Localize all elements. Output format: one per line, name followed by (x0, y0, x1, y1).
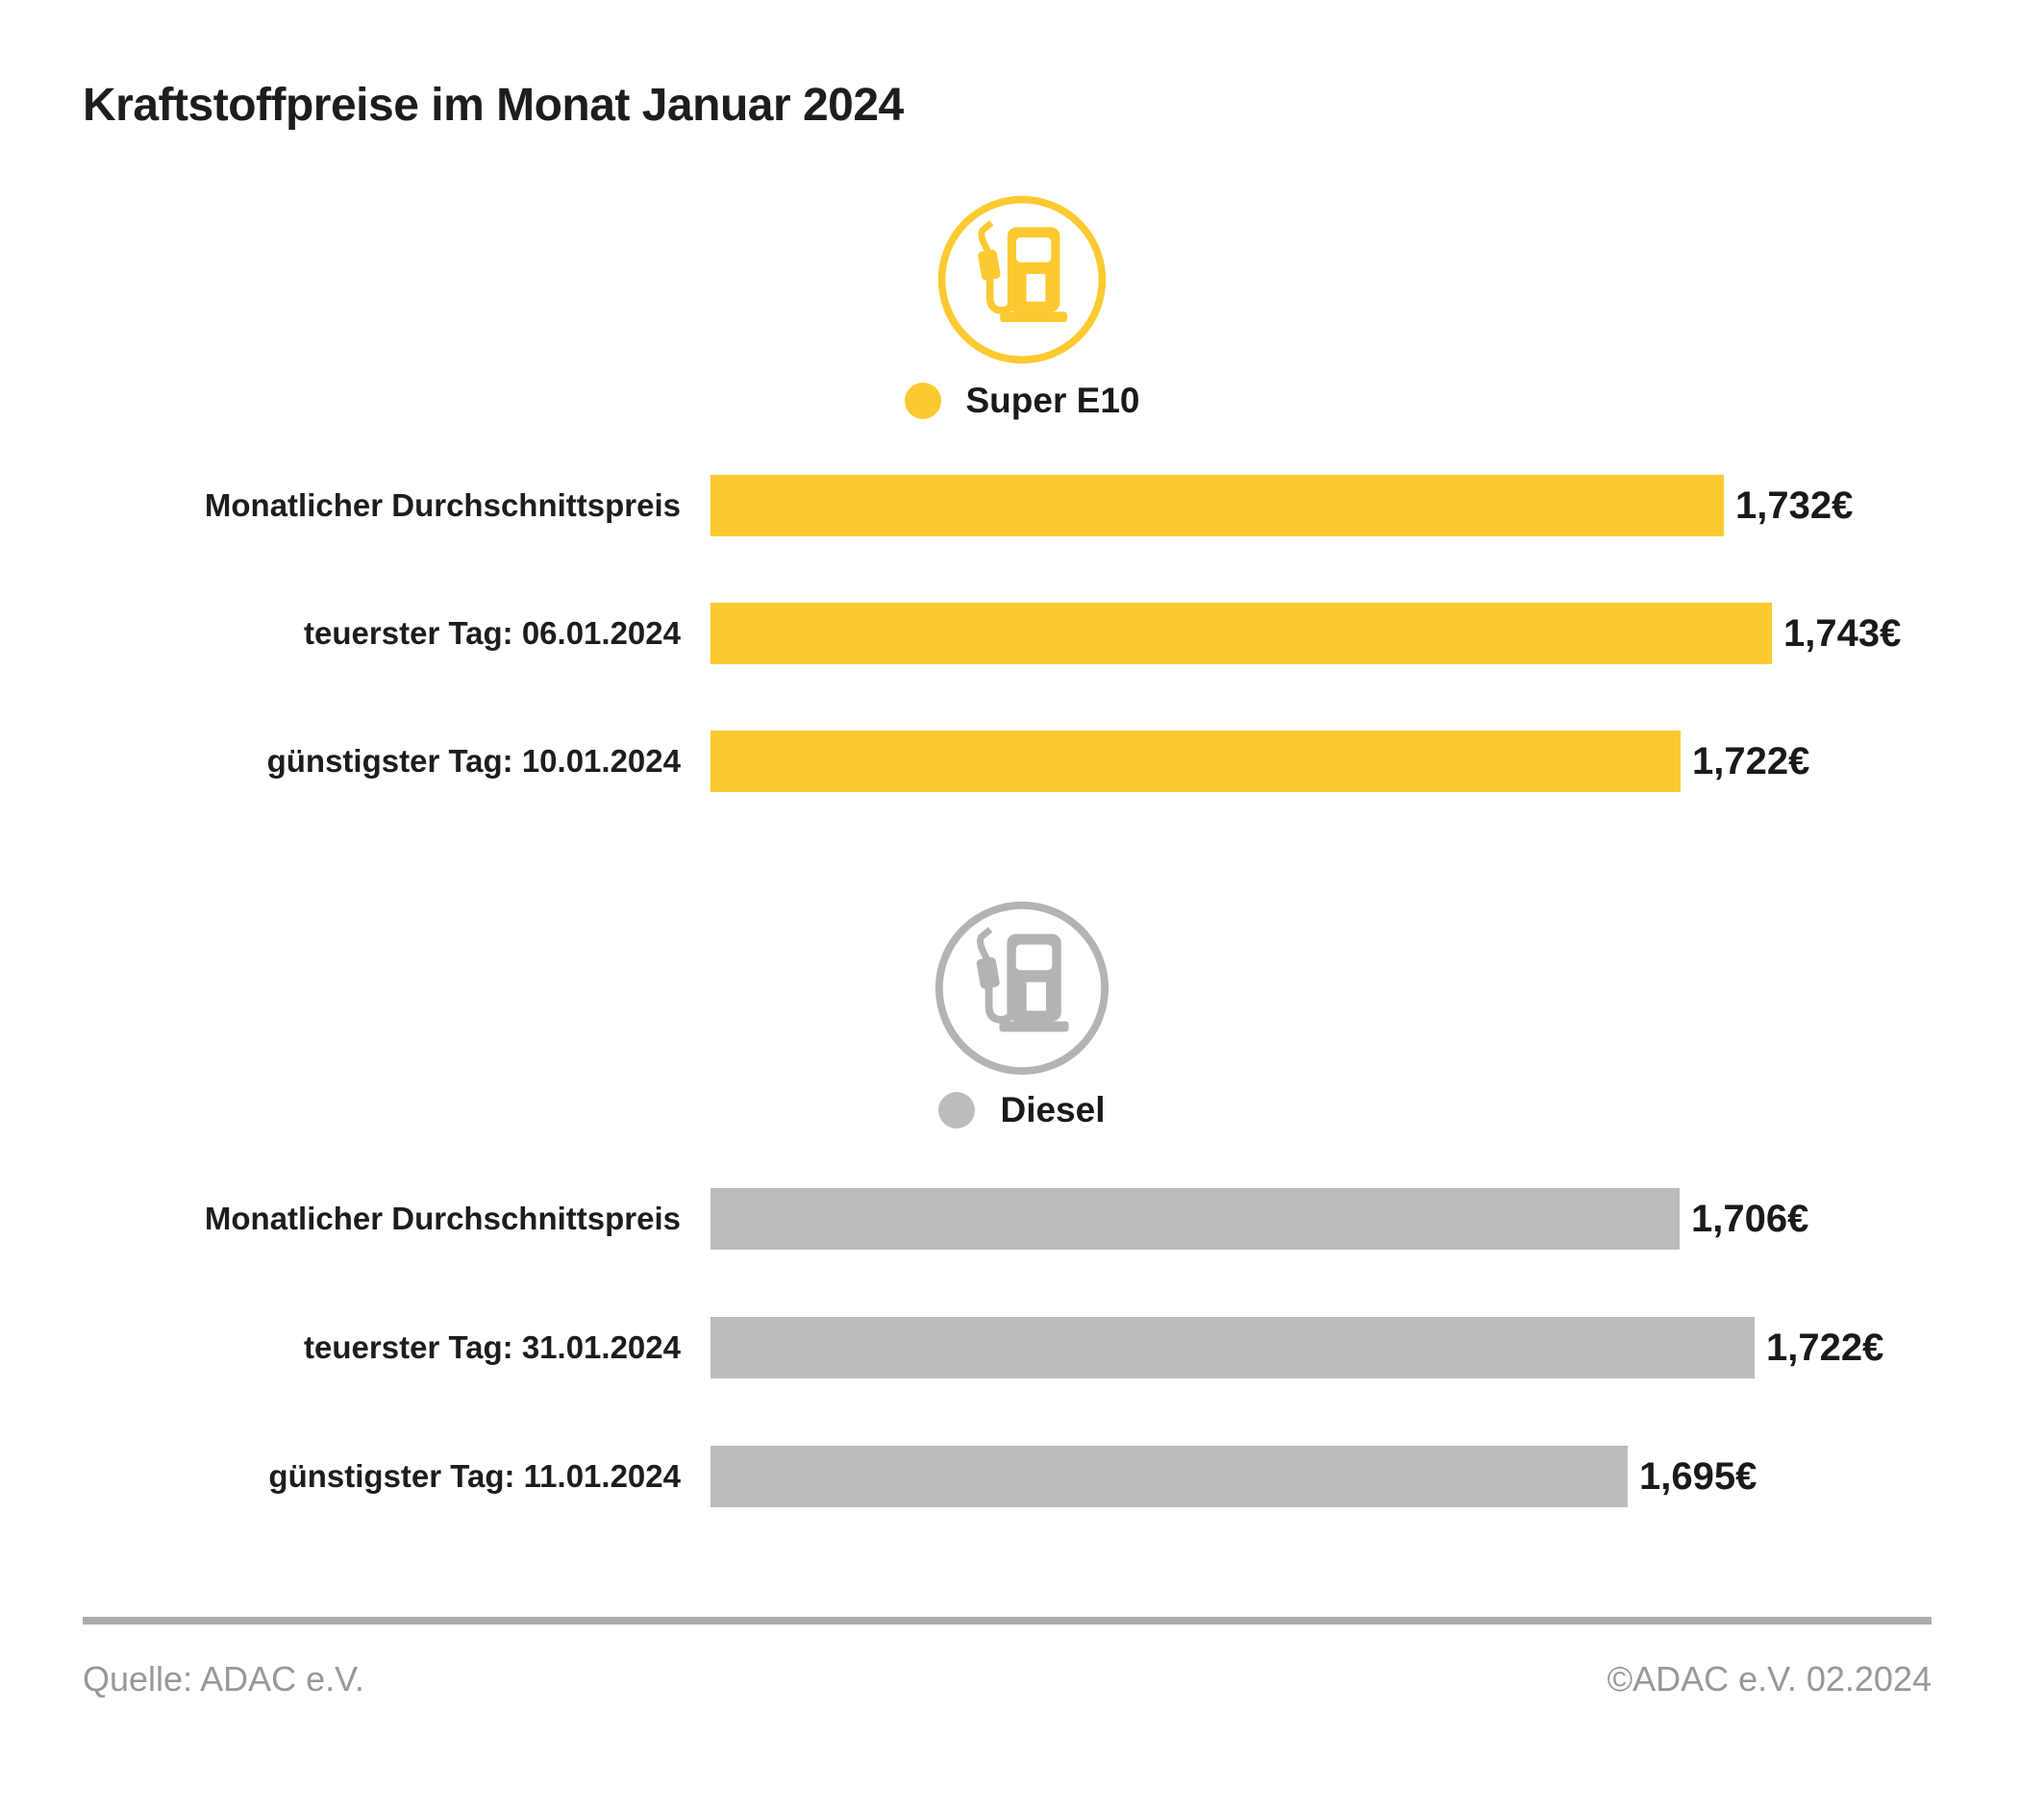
bar-row: Monatlicher Durchschnittspreis 1,732€ (0, 475, 2044, 536)
legend-label-diesel: Diesel (1000, 1090, 1106, 1129)
legend-dot-icon (904, 383, 941, 419)
diesel-icon-container (0, 898, 2044, 1079)
legend-diesel: Diesel (0, 1090, 2044, 1130)
bar-row-label: Monatlicher Durchschnittspreis (204, 1201, 681, 1236)
bar-row-label: teuerster Tag: 31.01.2024 (304, 1329, 681, 1365)
bar-value: 1,706€ (1691, 1197, 1809, 1240)
legend-super-e10: Super E10 (0, 381, 2044, 421)
bar-row: günstigster Tag: 10.01.2024 1,722€ (0, 731, 2044, 792)
bar-value: 1,743€ (1783, 611, 1902, 655)
footer-divider (83, 1617, 1932, 1625)
bar-value: 1,732€ (1735, 484, 1854, 527)
copyright-note: ©ADAC e.V. 02.2024 (1607, 1659, 1932, 1699)
source-note: Quelle: ADAC e.V. (83, 1659, 364, 1699)
chart-title: Kraftstoffpreise im Monat Januar 2024 (83, 80, 904, 131)
bar-value: 1,695€ (1639, 1454, 1757, 1498)
bar-row: Monatlicher Durchschnittspreis 1,706€ (0, 1188, 2044, 1250)
bar-diesel-max (710, 1317, 1755, 1378)
fuel-pump-icon (932, 898, 1112, 1079)
super-e10-icon-container (0, 192, 2044, 367)
legend-label-super-e10: Super E10 (965, 381, 1140, 420)
bar-value: 1,722€ (1692, 739, 1810, 782)
bar-super-min (710, 731, 1681, 792)
fuel-pump-icon (935, 192, 1109, 367)
bar-diesel-min (710, 1446, 1628, 1507)
bar-diesel-avg (710, 1188, 1680, 1250)
bar-row: günstigster Tag: 11.01.2024 1,695€ (0, 1446, 2044, 1507)
bar-row: teuerster Tag: 06.01.2024 1,743€ (0, 603, 2044, 664)
legend-dot-icon (938, 1092, 976, 1129)
bar-row: teuerster Tag: 31.01.2024 1,722€ (0, 1317, 2044, 1378)
bar-value: 1,722€ (1766, 1326, 1884, 1369)
bar-super-max (710, 603, 1772, 664)
bar-super-avg (710, 475, 1724, 536)
bar-row-label: Monatlicher Durchschnittspreis (204, 487, 681, 523)
bar-row-label: teuerster Tag: 06.01.2024 (304, 615, 681, 651)
bar-row-label: günstigster Tag: 10.01.2024 (266, 743, 681, 779)
bar-row-label: günstigster Tag: 11.01.2024 (268, 1458, 681, 1494)
